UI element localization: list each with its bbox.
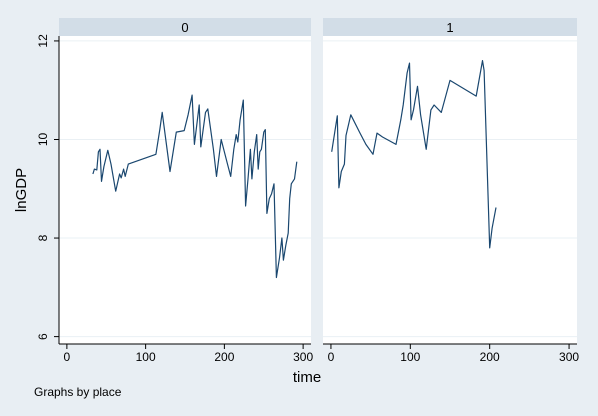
panel-0: 0 6 8 10 12 0 100 200 300 (36, 18, 313, 364)
series-line (92, 94, 298, 279)
graphs-note: Graphs by place (34, 385, 122, 399)
panel-title: 0 (181, 20, 188, 35)
panel-title: 1 (446, 20, 453, 35)
plot-area (323, 36, 577, 344)
x-tick-label: 200 (480, 350, 500, 364)
x-tick-label: 100 (136, 350, 156, 364)
y-tick-label: 12 (36, 34, 50, 48)
y-axis-title: lnGDP (13, 168, 30, 212)
x-axis-title: time (293, 369, 321, 386)
x-tick-label: 100 (400, 350, 420, 364)
panel-header (59, 18, 311, 36)
x-tick-label: 0 (64, 350, 71, 364)
y-tick-label: 8 (36, 234, 50, 241)
plot-area (59, 36, 311, 344)
x-tick-label: 200 (214, 350, 234, 364)
panel-header (323, 18, 577, 36)
x-tick-label: 0 (328, 350, 335, 364)
series-line (331, 60, 497, 249)
y-tick-label: 6 (36, 333, 50, 340)
x-tick-label: 300 (559, 350, 579, 364)
y-tick-label: 10 (36, 132, 50, 146)
panel-1: 1 0 100 200 300 (323, 18, 579, 364)
x-tick-label: 300 (293, 350, 313, 364)
